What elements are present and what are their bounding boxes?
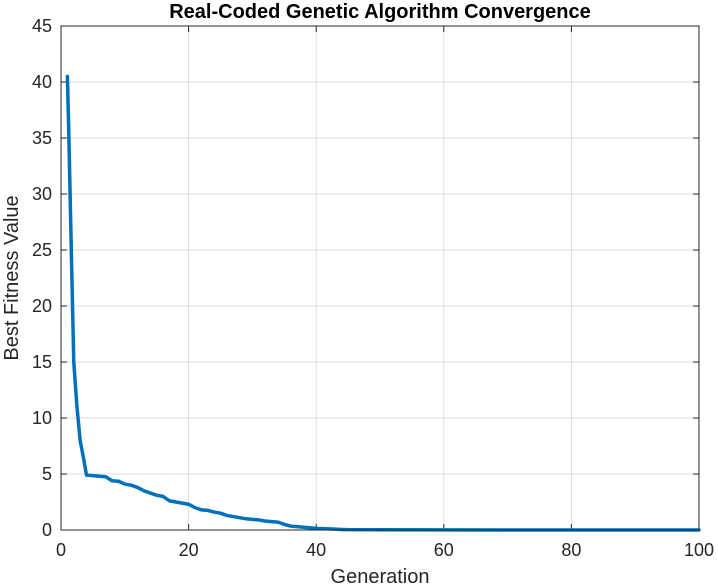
y-tick-label: 10	[32, 408, 52, 428]
y-tick-label: 45	[32, 16, 52, 36]
grid-lines	[61, 26, 699, 530]
x-tick-label: 0	[56, 540, 66, 560]
y-tick-label: 25	[32, 240, 52, 260]
y-tick-label: 35	[32, 128, 52, 148]
axes-frame	[60, 25, 700, 531]
x-tick-labels: 0 20 40 60 80 100	[56, 540, 714, 560]
x-tick-label: 80	[561, 540, 581, 560]
y-tick-labels: 0 5 10 15 20 25 30 35 40 45	[32, 16, 52, 540]
x-tick-label: 100	[684, 540, 714, 560]
y-tick-label: 0	[42, 520, 52, 540]
y-tick-label: 20	[32, 296, 52, 316]
y-tick-label: 15	[32, 352, 52, 372]
x-tick-label: 60	[434, 540, 454, 560]
y-axis-label: Best Fitness Value	[1, 195, 23, 360]
plot-area	[60, 25, 700, 531]
x-axis-label: Generation	[331, 566, 430, 586]
series-group	[65, 74, 701, 532]
series-line	[65, 74, 701, 532]
y-tick-label: 40	[32, 72, 52, 92]
chart-title: Real-Coded Genetic Algorithm Convergence	[169, 1, 591, 23]
x-tick-label: 40	[306, 540, 326, 560]
x-tick-label: 20	[179, 540, 199, 560]
y-tick-label: 30	[32, 184, 52, 204]
y-tick-label: 5	[42, 464, 52, 484]
